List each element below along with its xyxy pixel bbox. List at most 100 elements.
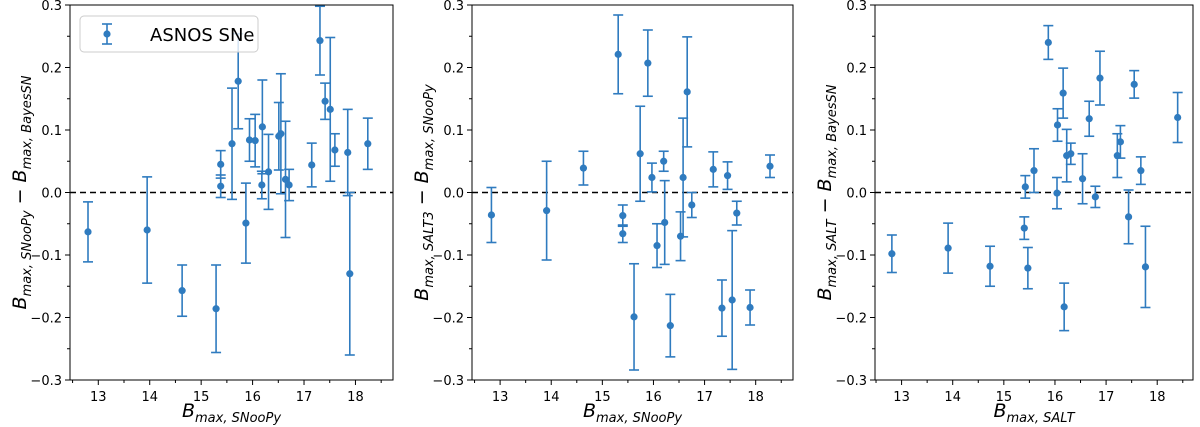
data-point xyxy=(1172,91,1183,144)
marker xyxy=(648,173,656,182)
data-point xyxy=(344,191,355,356)
data-point xyxy=(1059,282,1070,332)
label-text: B xyxy=(814,287,836,300)
label-text: B xyxy=(993,400,1006,422)
y-axis-label: Bmax, SALT3 − Bmax, SNooPy xyxy=(411,84,437,301)
data-point xyxy=(325,36,336,183)
data-point xyxy=(659,179,670,266)
data-point xyxy=(306,142,317,188)
x-axis-label: Bmax, SNooPy xyxy=(182,400,281,426)
marker xyxy=(281,175,290,183)
marker xyxy=(1053,121,1062,129)
marker xyxy=(619,212,627,220)
y-tick-label: −0.1 xyxy=(835,249,867,264)
y-axis-label: Bmax, SALT − Bmax, BayesSN xyxy=(814,84,840,300)
data-point xyxy=(320,82,331,121)
marker xyxy=(143,226,151,234)
y-tick-label: 0.1 xyxy=(41,124,62,139)
marker xyxy=(217,160,225,168)
data-point xyxy=(642,29,653,98)
data-point xyxy=(1129,69,1140,99)
marker xyxy=(733,209,741,217)
label-subscript: max, SNooPy xyxy=(195,411,281,426)
label-text: B xyxy=(411,288,433,301)
marker xyxy=(1060,303,1068,311)
marker xyxy=(666,322,674,330)
marker xyxy=(1137,167,1145,175)
y-axis-label: Bmax, SNooPy − Bmax, BayesSN xyxy=(9,75,35,309)
panel-salt-minus-bayessn: 13 14 15 16 17 18 −0.3 −0.2 −0.1 0.0 0.1 0.2 0.3 Bmax… xyxy=(814,0,1194,426)
marker xyxy=(1130,80,1138,88)
marker xyxy=(84,228,92,236)
data-point xyxy=(486,186,497,244)
data-point xyxy=(1094,50,1105,106)
marker xyxy=(683,88,691,96)
y-tick-label: 0.0 xyxy=(41,187,62,202)
data-point xyxy=(764,154,775,179)
label-subscript: max, BayesSN xyxy=(20,75,35,169)
marker xyxy=(1059,89,1067,97)
x-tick-label: 15 xyxy=(594,390,611,405)
data-point xyxy=(613,14,624,95)
data-point xyxy=(1140,225,1151,309)
marker xyxy=(326,105,334,113)
data-point xyxy=(215,149,226,179)
label-subscript: max, BayesSN xyxy=(825,84,840,178)
marker xyxy=(944,244,952,252)
data-point xyxy=(635,105,646,203)
marker xyxy=(1091,193,1099,201)
marker xyxy=(728,296,736,304)
data-point xyxy=(617,204,628,228)
data-point xyxy=(646,162,657,193)
x-tick-label: 18 xyxy=(1149,390,1166,405)
marker xyxy=(746,303,754,312)
marker xyxy=(321,97,329,105)
y-tick-label: −0.1 xyxy=(30,249,62,264)
marker xyxy=(285,181,293,189)
data-point xyxy=(682,36,693,148)
data-point xyxy=(665,293,676,358)
data-point xyxy=(1052,107,1063,143)
data-point xyxy=(215,174,226,199)
marker xyxy=(487,211,496,219)
data-point xyxy=(578,150,589,186)
plot-frame xyxy=(69,4,394,381)
label-text: B xyxy=(182,400,195,422)
marker xyxy=(217,182,225,190)
data-point xyxy=(1090,185,1101,209)
legend: ASNOS SNe xyxy=(79,15,259,53)
x-tick-label: 16 xyxy=(1047,390,1064,405)
data-point xyxy=(731,200,742,226)
data-point xyxy=(1020,174,1031,199)
y-tick-label: 0.3 xyxy=(443,0,464,14)
data-point xyxy=(342,108,353,197)
marker xyxy=(986,262,994,270)
data-point xyxy=(886,234,897,274)
marker xyxy=(1044,38,1052,47)
y-tick-label: 0.2 xyxy=(846,62,867,77)
marker xyxy=(178,287,186,295)
marker xyxy=(1030,167,1038,175)
label-subscript: max, SNooPy xyxy=(422,84,437,170)
legend-marker-icon xyxy=(103,30,111,38)
data-point xyxy=(708,151,719,188)
data-point xyxy=(263,133,274,211)
marker xyxy=(1053,189,1061,197)
x-tick-label: 14 xyxy=(944,390,961,405)
data-point xyxy=(211,264,222,354)
marker xyxy=(264,168,273,176)
marker xyxy=(1085,115,1093,123)
label-text: B xyxy=(583,400,596,422)
data-point xyxy=(1022,246,1033,290)
marker xyxy=(679,173,687,182)
data-point xyxy=(1065,142,1076,166)
marker xyxy=(364,140,372,148)
plot-frame xyxy=(874,4,1194,381)
label-subscript: max, SNooPy xyxy=(20,210,35,296)
x-tick-label: 17 xyxy=(1098,390,1115,405)
marker xyxy=(1174,113,1182,122)
data-point xyxy=(83,201,94,263)
label-text: − B xyxy=(9,169,31,210)
data-point xyxy=(1052,176,1063,210)
